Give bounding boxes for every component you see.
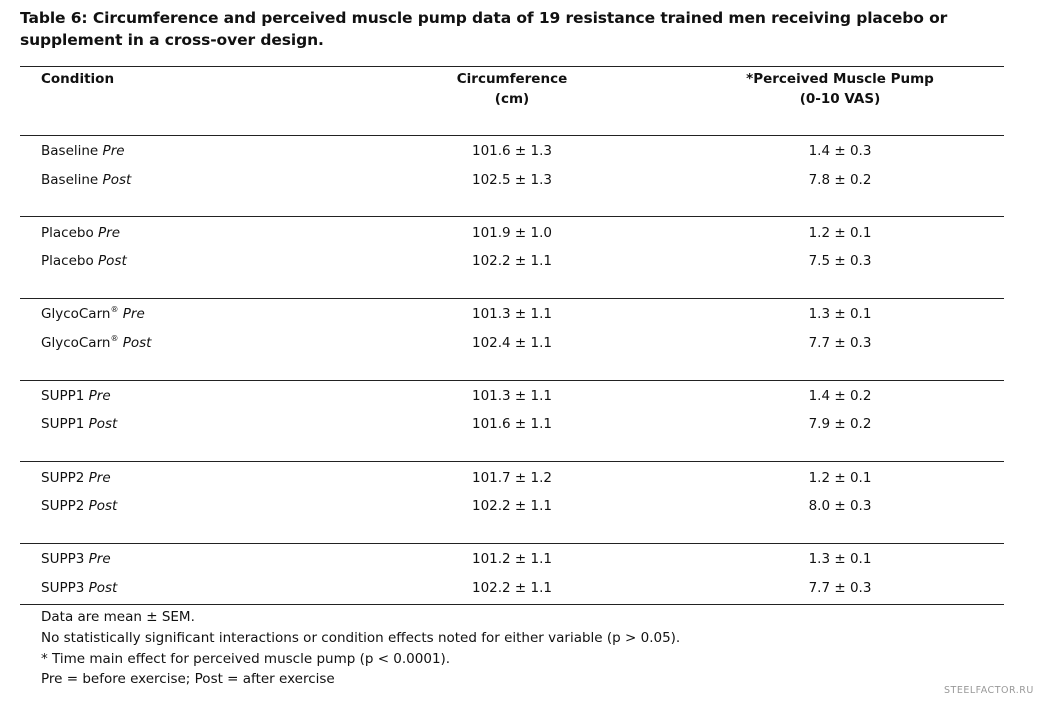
row-perceived-pump: 7.7 ± 0.3	[808, 580, 872, 596]
header-condition: Condition	[41, 71, 115, 87]
row-condition: Placebo Pre	[41, 225, 120, 241]
row-circumference: 101.9 ± 1.0	[471, 225, 552, 241]
table-notes: Data are mean ± SEM. No statistically si…	[41, 607, 680, 690]
condition-time: Pre	[102, 143, 125, 159]
condition-time: Post	[122, 335, 152, 351]
row-circumference: 102.4 ± 1.1	[471, 335, 552, 351]
condition-sup: ®	[110, 334, 119, 343]
row-circumference: 101.2 ± 1.1	[471, 551, 552, 567]
header-rule	[20, 135, 1004, 136]
row-condition: Baseline Pre	[41, 143, 125, 159]
condition-time: Pre	[88, 551, 111, 567]
group-rule	[20, 461, 1004, 462]
group-rule	[20, 380, 1004, 381]
row-perceived-pump: 1.2 ± 0.1	[808, 225, 872, 241]
header-perceived-pump: *Perceived Muscle Pump (0-10 VAS)	[740, 69, 940, 109]
row-condition: Baseline Post	[41, 172, 131, 188]
row-perceived-pump: 8.0 ± 0.3	[808, 498, 872, 514]
group-rule	[20, 543, 1004, 544]
row-condition: SUPP1 Pre	[41, 388, 111, 404]
row-perceived-pump: 1.3 ± 0.1	[808, 551, 872, 567]
condition-name: Placebo	[41, 253, 94, 269]
header-circumference: Circumference (cm)	[412, 69, 612, 109]
note-line: Pre = before exercise; Post = after exer…	[41, 671, 335, 688]
note-line: Data are mean ± SEM.	[41, 609, 195, 625]
row-condition: SUPP3 Pre	[41, 551, 111, 567]
condition-name: SUPP3	[41, 580, 85, 596]
row-perceived-pump: 1.4 ± 0.3	[808, 143, 872, 159]
top-rule	[20, 66, 1004, 67]
condition-time: Post	[102, 172, 132, 188]
condition-name: SUPP3	[41, 551, 85, 567]
condition-sup: ®	[110, 305, 119, 314]
header-perceived-pump-unit: (0-10 VAS)	[799, 91, 881, 107]
row-condition: Placebo Post	[41, 253, 127, 269]
condition-name: GlycoCarn	[41, 335, 111, 351]
row-perceived-pump: 1.2 ± 0.1	[808, 470, 872, 486]
row-condition: SUPP2 Post	[41, 498, 117, 514]
site-watermark: STEELFACTOR.RU	[944, 685, 1034, 696]
row-circumference: 101.6 ± 1.1	[471, 416, 552, 432]
header-perceived-pump-label: *Perceived Muscle Pump	[746, 71, 934, 87]
condition-time: Post	[98, 253, 127, 269]
row-circumference: 102.2 ± 1.1	[471, 580, 552, 596]
row-circumference: 101.7 ± 1.2	[471, 470, 552, 486]
row-circumference: 102.5 ± 1.3	[471, 172, 552, 188]
row-circumference: 101.6 ± 1.3	[471, 143, 552, 159]
row-condition: GlycoCarn® Pre	[41, 305, 145, 323]
row-perceived-pump: 1.3 ± 0.1	[808, 306, 872, 322]
group-rule	[20, 216, 1004, 217]
note-line: * Time main effect for perceived muscle …	[41, 650, 451, 667]
note-line: No statistically significant interaction…	[41, 629, 681, 646]
group-rule	[20, 298, 1004, 299]
row-condition: SUPP2 Pre	[41, 470, 111, 486]
row-circumference: 101.3 ± 1.1	[471, 388, 552, 404]
condition-name: Baseline	[41, 172, 99, 188]
condition-name: SUPP2	[41, 470, 85, 486]
row-condition: GlycoCarn® Post	[41, 334, 152, 352]
bottom-rule	[20, 604, 1004, 605]
condition-name: SUPP2	[41, 498, 85, 514]
condition-time: Pre	[88, 388, 111, 404]
condition-time: Pre	[88, 470, 111, 486]
condition-time: Pre	[98, 225, 121, 241]
condition-name: Baseline	[41, 143, 99, 159]
condition-time: Post	[88, 498, 118, 514]
row-circumference: 102.2 ± 1.1	[471, 253, 552, 269]
row-perceived-pump: 7.9 ± 0.2	[808, 416, 872, 432]
condition-time: Post	[88, 416, 118, 432]
condition-name: SUPP1	[41, 388, 85, 404]
condition-time: Post	[88, 580, 118, 596]
row-perceived-pump: 7.5 ± 0.3	[808, 253, 872, 269]
row-perceived-pump: 1.4 ± 0.2	[808, 388, 872, 404]
row-condition: SUPP3 Post	[41, 580, 117, 596]
row-condition: SUPP1 Post	[41, 416, 117, 432]
row-circumference: 101.3 ± 1.1	[471, 306, 552, 322]
condition-name: Placebo	[41, 225, 94, 241]
header-circumference-unit: (cm)	[494, 91, 530, 107]
condition-name: SUPP1	[41, 416, 85, 432]
condition-name: GlycoCarn	[41, 306, 111, 322]
row-perceived-pump: 7.8 ± 0.2	[808, 172, 872, 188]
condition-time: Pre	[122, 306, 145, 322]
row-perceived-pump: 7.7 ± 0.3	[808, 335, 872, 351]
table-title: Table 6: Circumference and perceived mus…	[20, 9, 948, 49]
header-circumference-label: Circumference	[456, 71, 568, 87]
row-circumference: 102.2 ± 1.1	[471, 498, 552, 514]
